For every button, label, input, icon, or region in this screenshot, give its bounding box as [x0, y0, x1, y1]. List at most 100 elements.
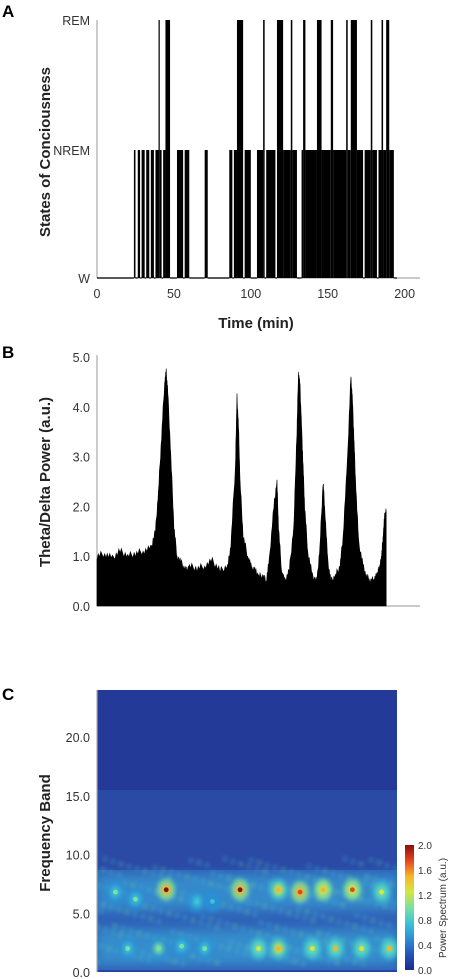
spectrogram-speckle: [360, 961, 366, 966]
panel-a-y-tick: W: [78, 272, 90, 286]
spectrogram-speckle: [228, 940, 234, 945]
spectrogram-speckle: [200, 879, 206, 884]
spectrogram-speckle: [146, 887, 152, 892]
colorbar-tick: 1.2: [418, 891, 432, 902]
hypnogram-segment: [163, 150, 166, 278]
spectrogram-speckle: [336, 919, 342, 924]
colorbar-ticks: 0.0 0.4 0.8 1.2 1.6 2.0: [418, 841, 432, 977]
spectrogram-speckle: [150, 906, 156, 911]
spectrogram-speckle: [170, 929, 176, 935]
spectrogram-speckle: [348, 940, 354, 945]
hypnogram-segment: [290, 20, 293, 278]
panel-c-y-tick: 15.0: [66, 790, 90, 804]
panel-c-y-tick: 20.0: [66, 731, 90, 745]
spectrogram-speckle: [372, 876, 378, 882]
spectrogram-speckle: [100, 867, 106, 872]
hypnogram-segment: [301, 150, 304, 278]
hypnogram-segment: [150, 150, 154, 278]
spectrogram-speckle: [372, 947, 378, 952]
hypnogram-segment: [386, 20, 390, 278]
spectrogram-hot-spot-core: [320, 887, 326, 893]
spectrogram-speckle: [214, 925, 220, 930]
hypnogram-segment: [372, 150, 377, 278]
spectrogram-speckle: [324, 933, 330, 938]
spectrogram-speckle: [180, 891, 186, 896]
spectrogram-speckle: [166, 911, 172, 916]
spectrogram-speckle: [352, 959, 358, 964]
hypnogram-segment: [263, 20, 265, 278]
spectrogram-speckle: [258, 885, 264, 890]
spectrogram-speckle: [158, 873, 164, 878]
spectrogram-hot-spot-core: [209, 899, 215, 904]
spectrogram-speckle: [294, 948, 300, 954]
hypnogram-segment: [165, 20, 171, 278]
spectrogram-speckle: [97, 884, 102, 889]
spectrogram-speckle: [246, 899, 252, 904]
spectrogram-speckle: [312, 912, 318, 917]
hypnogram-segment: [159, 150, 162, 278]
spectrogram-speckle: [222, 857, 228, 862]
hypnogram-segment: [305, 150, 317, 278]
hypnogram-segment: [370, 20, 373, 278]
hypnogram-segment: [155, 150, 159, 278]
spectrogram-hot-spot-core: [133, 896, 138, 902]
spectrogram-speckle: [98, 908, 104, 914]
hypnogram-segment: [141, 150, 145, 278]
spectrogram-speckle: [240, 926, 246, 931]
spectrogram-speckle: [108, 905, 114, 910]
spectrogram-speckle: [106, 946, 112, 951]
spectrogram-speckle: [288, 869, 294, 875]
spectrogram-speckle: [314, 866, 320, 871]
spectrogram-speckle: [148, 916, 154, 922]
spectrogram-speckle: [338, 873, 344, 878]
spectrogram-hot-spot-core: [163, 887, 169, 893]
spectrogram-speckle: [244, 945, 250, 950]
hypnogram-segment: [381, 20, 384, 278]
spectrogram-speckle: [368, 928, 374, 934]
panel-a-x-tick: 0: [94, 287, 101, 301]
spectrogram-speckle: [198, 920, 204, 925]
panel-b-y-tick: 3.0: [73, 451, 90, 465]
hypnogram-segment: [350, 20, 357, 278]
panel-a-label: A: [2, 2, 14, 21]
spectrogram-hot-spot-core: [349, 887, 355, 893]
panel-a-x-ticks: 0 50 100 150 200: [94, 287, 416, 301]
hypnogram-segment: [292, 150, 297, 278]
spectrogram-speckle: [390, 906, 396, 911]
spectrogram-speckle: [124, 909, 130, 915]
spectrogram-speckle: [304, 874, 310, 880]
spectrogram-speckle: [346, 875, 352, 881]
spectrogram-speckle: [244, 909, 250, 915]
spectrogram-speckle: [120, 926, 126, 931]
panel-a-hypnogram: [97, 20, 397, 279]
hypnogram-segment: [236, 20, 244, 278]
hypnogram-segment: [276, 20, 284, 278]
panel-a-x-tick: 100: [240, 287, 261, 301]
spectrogram-speckle: [286, 946, 292, 951]
spectrogram-speckle: [250, 882, 256, 888]
spectrogram-speckle: [272, 865, 278, 870]
spectrogram-hot-spot-core: [202, 946, 208, 951]
spectrogram-speckle: [328, 916, 334, 922]
spectrogram-speckle: [254, 866, 260, 871]
spectrogram-speckle: [330, 871, 336, 876]
spectrogram-hot-spot-core: [256, 946, 261, 951]
spectrogram-speckle: [258, 920, 264, 925]
panel-a-x-tick: 200: [394, 287, 415, 301]
spectrogram-speckle: [200, 914, 206, 919]
spectrogram-speckle: [256, 860, 262, 865]
hypnogram-segment: [364, 150, 371, 278]
panel-a: A States of Conciousness Time (min) W NRE…: [2, 2, 420, 332]
spectrogram-speckle: [150, 871, 156, 876]
spectrogram-speckle: [378, 920, 384, 925]
hypnogram-segment: [330, 20, 334, 278]
spectrogram-speckle: [344, 921, 350, 927]
spectrogram-speckle: [374, 936, 380, 942]
spectrogram-speckle: [236, 942, 242, 948]
spectrogram-speckle: [208, 916, 214, 922]
spectrogram-hot-spot-core: [379, 889, 385, 895]
spectrogram-speckle: [116, 872, 122, 877]
spectrogram-speckle: [320, 914, 326, 919]
spectrogram-speckle: [358, 896, 364, 902]
spectrogram-speckle: [300, 961, 306, 966]
